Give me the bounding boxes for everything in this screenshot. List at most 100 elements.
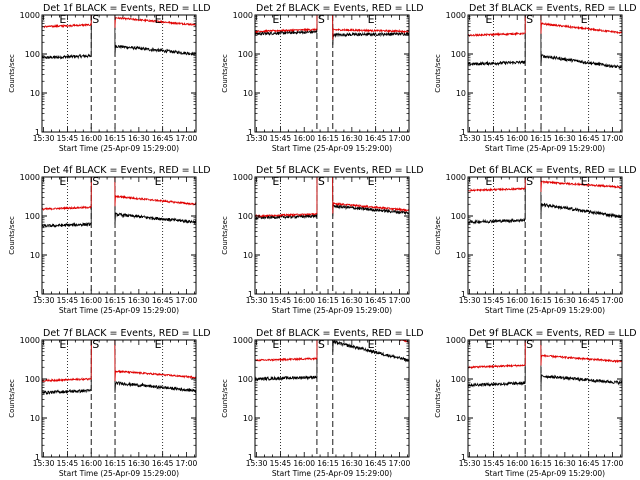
series-line-lld bbox=[42, 15, 196, 29]
x-tick-label: 16:45 bbox=[152, 134, 174, 143]
y-tick-label: 10 bbox=[456, 414, 466, 423]
series-line-events bbox=[468, 340, 622, 388]
x-tick-label: 17:00 bbox=[176, 459, 198, 468]
x-tick-label: 16:00 bbox=[293, 134, 315, 143]
x-tick-label: 15:45 bbox=[270, 459, 292, 468]
chart-title: Det 3f BLACK = Events, RED = LLD bbox=[469, 3, 637, 14]
marker-label-end: E bbox=[581, 13, 588, 26]
marker-label-end: E bbox=[485, 338, 492, 351]
x-tick-label: 16:00 bbox=[80, 296, 102, 305]
x-tick-label: 16:00 bbox=[293, 459, 315, 468]
x-tick-label: 16:30 bbox=[554, 296, 576, 305]
y-tick-label: 1 bbox=[35, 128, 40, 137]
x-tick-label: 15:30 bbox=[33, 296, 55, 305]
y-tick-label: 1000 bbox=[446, 11, 466, 20]
marker-label-start: S bbox=[92, 338, 99, 351]
y-tick-label: 10 bbox=[456, 251, 466, 260]
plot-frame bbox=[467, 176, 623, 295]
x-tick-label: 16:30 bbox=[128, 459, 150, 468]
series-line-lld bbox=[42, 177, 196, 212]
x-tick-label: 16:15 bbox=[104, 296, 126, 305]
y-tick-label: 1 bbox=[35, 290, 40, 299]
x-tick-label: 16:30 bbox=[128, 296, 150, 305]
y-tick-label: 10 bbox=[243, 251, 253, 260]
chart-title: Det 7f BLACK = Events, RED = LLD bbox=[43, 328, 211, 339]
x-tick-label: 16:00 bbox=[506, 134, 528, 143]
x-tick-label: 15:45 bbox=[483, 296, 505, 305]
marker-label-end: E bbox=[485, 175, 492, 188]
marker-label-start: S bbox=[92, 13, 99, 26]
x-tick-label: 17:00 bbox=[602, 459, 624, 468]
marker-label-end: E bbox=[59, 13, 66, 26]
marker-label-start: S bbox=[318, 175, 325, 188]
y-tick-label: 1 bbox=[461, 128, 466, 137]
plot-area bbox=[468, 15, 622, 132]
series-line-events bbox=[468, 177, 622, 225]
y-tick-label: 100 bbox=[238, 50, 253, 59]
y-tick-label: 1000 bbox=[446, 173, 466, 182]
x-tick-label: 15:45 bbox=[57, 296, 79, 305]
x-tick-label: 16:45 bbox=[365, 134, 387, 143]
x-tick-label: 17:00 bbox=[602, 296, 624, 305]
x-tick-label: 16:15 bbox=[530, 134, 552, 143]
y-tick-label: 100 bbox=[238, 375, 253, 384]
chart-panel-4: Det 4f BLACK = Events, RED = LLD Counts/s… bbox=[8, 165, 211, 315]
y-tick-label: 1 bbox=[35, 453, 40, 462]
x-tick-label: 17:00 bbox=[176, 134, 198, 143]
chart-title: Det 4f BLACK = Events, RED = LLD bbox=[43, 165, 211, 176]
y-tick-label: 1000 bbox=[446, 336, 466, 345]
x-tick-label: 16:45 bbox=[365, 459, 387, 468]
marker-label-end: E bbox=[155, 13, 162, 26]
x-axis-label: Start Time (25-Apr-09 15:29:00) bbox=[59, 144, 179, 153]
marker-label-end: E bbox=[485, 13, 492, 26]
x-tick-label: 15:30 bbox=[33, 459, 55, 468]
marker-label-end: E bbox=[368, 13, 375, 26]
y-axis-label: Counts/sec bbox=[221, 216, 229, 255]
y-tick-label: 100 bbox=[25, 50, 40, 59]
plot-area bbox=[255, 15, 409, 132]
marker-label-start: S bbox=[526, 338, 533, 351]
x-tick-label: 17:00 bbox=[389, 296, 411, 305]
series-line-lld bbox=[255, 15, 409, 40]
y-axis-label: Counts/sec bbox=[221, 379, 229, 418]
marker-label-start: S bbox=[318, 338, 325, 351]
x-tick-label: 15:30 bbox=[459, 296, 481, 305]
x-tick-label: 15:30 bbox=[246, 134, 268, 143]
series-line-events bbox=[255, 15, 409, 46]
marker-label-start: S bbox=[318, 13, 325, 26]
plot-frame bbox=[467, 14, 623, 133]
x-tick-label: 16:45 bbox=[365, 296, 387, 305]
chart-title: Det 9f BLACK = Events, RED = LLD bbox=[469, 328, 637, 339]
y-tick-label: 1000 bbox=[20, 11, 40, 20]
x-axis-label: Start Time (25-Apr-09 15:29:00) bbox=[485, 469, 605, 478]
y-axis-label: Counts/sec bbox=[8, 216, 16, 255]
chart-title: Det 8f BLACK = Events, RED = LLD bbox=[256, 328, 424, 339]
plot-area bbox=[255, 177, 409, 294]
marker-label-start: S bbox=[92, 175, 99, 188]
x-tick-label: 16:00 bbox=[293, 296, 315, 305]
x-tick-label: 17:00 bbox=[176, 296, 198, 305]
y-axis-label: Counts/sec bbox=[434, 379, 442, 418]
y-tick-label: 1 bbox=[248, 128, 253, 137]
marker-label-end: E bbox=[581, 338, 588, 351]
y-tick-label: 100 bbox=[451, 212, 466, 221]
marker-label-start: S bbox=[526, 175, 533, 188]
x-tick-label: 15:45 bbox=[57, 134, 79, 143]
x-axis-label: Start Time (25-Apr-09 15:29:00) bbox=[485, 144, 605, 153]
series-line-events bbox=[42, 177, 196, 228]
x-tick-label: 15:45 bbox=[483, 134, 505, 143]
y-tick-label: 1000 bbox=[233, 336, 253, 345]
x-tick-label: 16:30 bbox=[341, 134, 363, 143]
x-axis-label: Start Time (25-Apr-09 15:29:00) bbox=[59, 306, 179, 315]
series-line-lld bbox=[468, 15, 622, 37]
x-tick-label: 15:30 bbox=[459, 134, 481, 143]
y-tick-label: 10 bbox=[456, 89, 466, 98]
plot-area bbox=[42, 340, 196, 457]
y-tick-label: 100 bbox=[25, 212, 40, 221]
x-axis-label: Start Time (25-Apr-09 15:29:00) bbox=[272, 144, 392, 153]
plot-frame bbox=[254, 339, 410, 458]
marker-label-end: E bbox=[272, 175, 279, 188]
x-tick-label: 16:15 bbox=[104, 459, 126, 468]
x-tick-label: 15:45 bbox=[57, 459, 79, 468]
marker-label-end: E bbox=[155, 175, 162, 188]
